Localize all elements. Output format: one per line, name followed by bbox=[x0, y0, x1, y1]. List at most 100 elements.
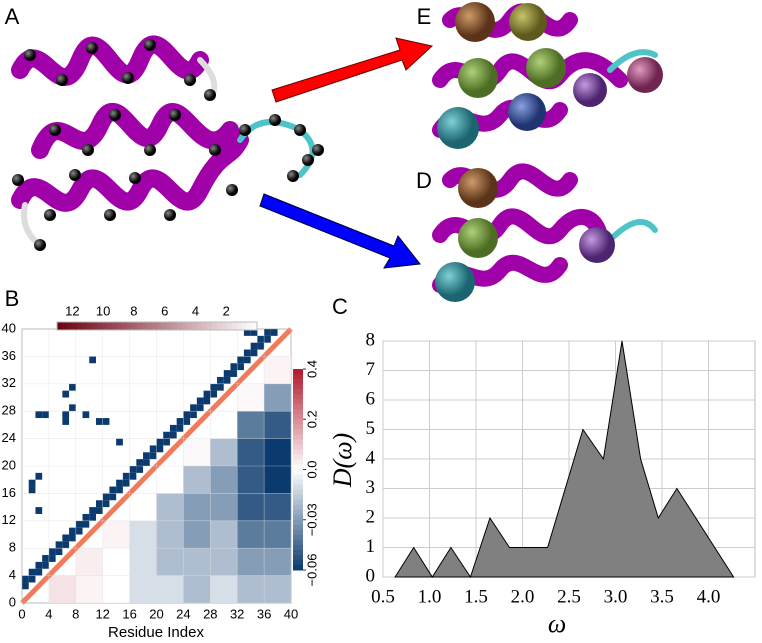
panel-label: A bbox=[5, 4, 20, 29]
contact-cell bbox=[35, 507, 43, 514]
protein-d bbox=[432, 163, 658, 302]
x-tick-label: 0.5 bbox=[371, 586, 395, 607]
colorbar-segment bbox=[117, 322, 123, 330]
colorbar-segment bbox=[187, 322, 193, 330]
contact-cell bbox=[136, 459, 144, 466]
contact-cell bbox=[183, 418, 191, 425]
colorbar-segment bbox=[293, 544, 303, 551]
contact-cell bbox=[35, 411, 43, 419]
colorbar-segment bbox=[293, 424, 303, 430]
colorbar-segment bbox=[293, 464, 303, 470]
heatmap-cell bbox=[210, 438, 238, 466]
x-tick-label: 3.5 bbox=[650, 586, 674, 607]
y-tick-label: 2 bbox=[366, 506, 376, 527]
y-tick-label: 4 bbox=[366, 447, 376, 468]
x-tick-label: 1.5 bbox=[464, 586, 488, 607]
contact-cell bbox=[28, 479, 36, 487]
contact-cell bbox=[95, 507, 103, 514]
heatmap-cell bbox=[75, 548, 103, 576]
contact-cell bbox=[156, 438, 164, 446]
heatmap-cell bbox=[129, 493, 157, 521]
contact-cell bbox=[176, 424, 184, 432]
colorbar-segment bbox=[293, 479, 303, 486]
contact-cell bbox=[116, 486, 123, 494]
contact-cell bbox=[62, 541, 70, 549]
colorbar-segment bbox=[293, 404, 303, 410]
contact-cell bbox=[169, 431, 177, 439]
colorbar-segment bbox=[293, 439, 303, 445]
colorbar-segment bbox=[122, 322, 128, 330]
contact-cell bbox=[163, 431, 170, 439]
contact-cell bbox=[217, 376, 224, 384]
contact-cell bbox=[35, 561, 43, 569]
colorbar-segment bbox=[152, 322, 158, 330]
x-tick-label: 4.0 bbox=[697, 586, 721, 607]
colorbar-segment bbox=[87, 322, 93, 330]
colorbar-segment bbox=[293, 529, 303, 536]
contact-cell bbox=[28, 575, 36, 583]
heatmap-cell bbox=[156, 520, 184, 549]
heatmap-cell bbox=[210, 493, 238, 521]
colorbar-segment bbox=[293, 474, 303, 481]
contact-cell bbox=[89, 507, 96, 514]
colorbar-segment bbox=[222, 322, 228, 330]
x-tick-label: 24 bbox=[176, 606, 190, 621]
colorbar-label: 10 bbox=[96, 303, 110, 318]
contact-cell bbox=[264, 335, 271, 343]
heatmap-cell bbox=[264, 493, 291, 521]
heatmap-cell bbox=[210, 575, 238, 603]
colorbar-segment bbox=[167, 322, 173, 330]
colorbar-segment bbox=[293, 434, 303, 440]
colorbar-segment bbox=[67, 322, 73, 330]
x-tick-label: 32 bbox=[230, 606, 244, 621]
heatmap-cell bbox=[210, 466, 238, 494]
heatmap-cell bbox=[237, 383, 265, 412]
x-tick-label: 20 bbox=[149, 606, 163, 621]
colorbar-segment bbox=[147, 322, 153, 330]
colorbar-label: 6 bbox=[161, 303, 168, 318]
contact-cell bbox=[203, 390, 211, 398]
contact-cell bbox=[62, 418, 70, 425]
heatmap-cell bbox=[183, 493, 211, 521]
colorbar-segment bbox=[293, 549, 303, 556]
heatmap-cell bbox=[210, 520, 238, 549]
colorbar-segment bbox=[72, 322, 78, 330]
heatmap-cell bbox=[129, 548, 157, 576]
heatmap-cell bbox=[183, 466, 211, 494]
colorbar-segment bbox=[293, 459, 303, 465]
x-tick-label: 12 bbox=[95, 606, 109, 621]
x-tick-label: 40 bbox=[284, 606, 298, 621]
heatmap-cell bbox=[156, 575, 184, 603]
arrow-blue bbox=[259, 193, 421, 269]
contact-cell bbox=[109, 493, 117, 501]
colorbar-segment bbox=[197, 322, 203, 330]
colorbar-segment bbox=[92, 322, 98, 330]
contact-cell bbox=[89, 356, 96, 364]
heatmap-cell bbox=[237, 411, 265, 439]
heatmap-cell bbox=[264, 548, 291, 576]
colorbar-segment bbox=[293, 524, 303, 531]
colorbar-segment bbox=[293, 499, 303, 506]
area bbox=[394, 340, 735, 579]
contact-cell bbox=[55, 548, 63, 556]
colorbar-label: 0.0 bbox=[304, 460, 319, 478]
colorbar-segment bbox=[132, 322, 138, 330]
contact-cell bbox=[102, 493, 110, 501]
heatmap-cell bbox=[75, 575, 103, 603]
y-tick-label: 16 bbox=[2, 485, 16, 500]
contact-cell bbox=[109, 486, 117, 494]
panel-label: C bbox=[332, 294, 348, 319]
y-tick-label: 24 bbox=[2, 430, 16, 445]
contact-cell bbox=[217, 383, 224, 391]
contact-cell bbox=[82, 520, 90, 528]
y-tick-label: 3 bbox=[366, 477, 376, 498]
colorbar-segment bbox=[293, 369, 303, 375]
y-tick-label: 36 bbox=[2, 348, 16, 363]
colorbar-segment bbox=[293, 559, 303, 566]
contact-cell bbox=[210, 390, 218, 398]
protein-e bbox=[432, 2, 663, 149]
colorbar-segment bbox=[207, 322, 213, 330]
panel-label: D bbox=[416, 168, 432, 193]
protein-a bbox=[11, 35, 324, 251]
contact-cell bbox=[82, 513, 90, 521]
